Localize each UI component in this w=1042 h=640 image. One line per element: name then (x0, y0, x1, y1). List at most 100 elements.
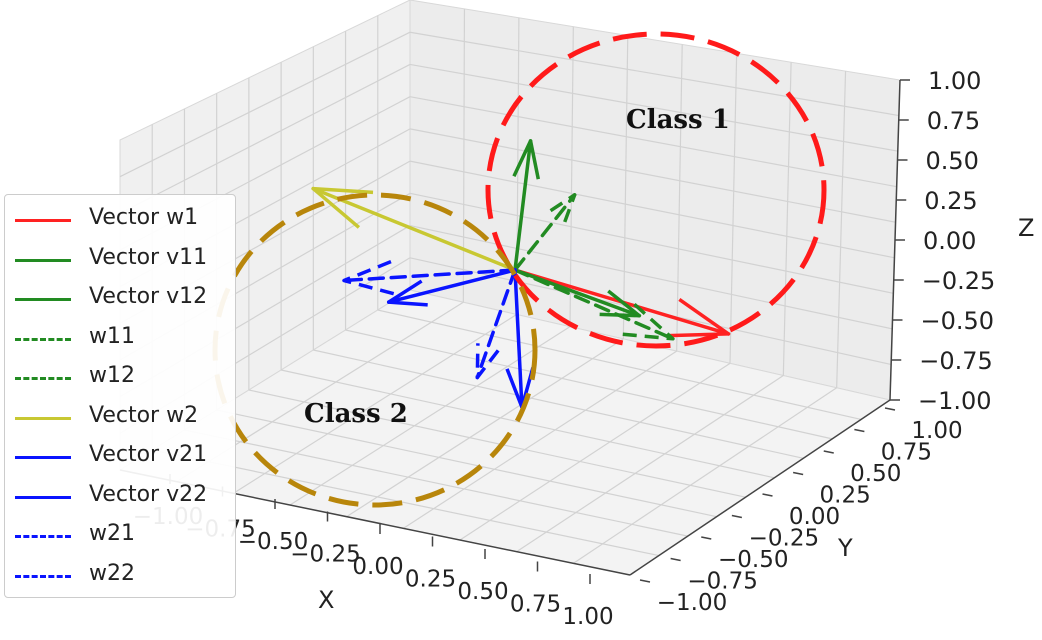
grid-line (233, 313, 517, 494)
legend-swatch (15, 456, 71, 459)
grid-line (216, 409, 717, 518)
grid-line (676, 44, 683, 352)
vector-vector-v22 (513, 268, 524, 410)
y-tick (823, 450, 834, 454)
legend-swatch (15, 258, 71, 262)
grid-line (836, 71, 847, 388)
y-tick-label: −0.50 (718, 547, 788, 573)
legend-item: Vector w1 (5, 201, 237, 239)
grid-line (459, 362, 731, 541)
legend-swatch (15, 535, 71, 538)
y-tick (670, 557, 681, 562)
grid-line (729, 53, 738, 364)
legend-item: w22 (5, 557, 237, 595)
z-tick-label: 1.00 (928, 67, 981, 95)
grid-line (345, 329, 833, 440)
legend-label: w12 (89, 363, 135, 388)
y-tick-label: 0.75 (881, 440, 932, 466)
x-tick-label: 1.00 (562, 604, 613, 630)
x-tick-label: 0.50 (457, 579, 508, 605)
legend-swatch (15, 416, 71, 420)
z-tick-label: 0.00 (923, 227, 976, 255)
y-tick (884, 407, 896, 411)
x-axis-label: X (318, 586, 334, 614)
vector-vector-v11 (513, 139, 533, 272)
legend-label: Vector w2 (89, 402, 199, 428)
x-tick-label: −0.25 (290, 542, 360, 568)
vector-arrowhead (342, 259, 395, 296)
class-1-label: Class 1 (626, 105, 730, 135)
y-tick (639, 579, 651, 583)
y-tick-label: −1.00 (657, 590, 727, 616)
legend-swatch (15, 219, 71, 222)
x-tick-label: 0.75 (510, 592, 561, 618)
vector-arrowhead (668, 298, 731, 338)
grid-line (782, 62, 792, 376)
grid-line (409, 96, 897, 188)
legend-item: w21 (5, 517, 237, 555)
grid-line (184, 429, 688, 537)
vector-arrowhead (549, 193, 577, 223)
grid-line (409, 224, 893, 330)
grid-line (573, 387, 837, 564)
z-tick-label: −0.50 (921, 307, 995, 335)
legend-item: Vector v11 (5, 241, 237, 279)
legend-label: Vector v22 (89, 481, 208, 507)
grid-line (403, 350, 677, 529)
vector-arrowhead (621, 303, 675, 341)
legend-swatch (15, 337, 71, 341)
vector-vector-w2 (311, 186, 517, 272)
vector-vector-v21 (386, 268, 517, 304)
grid-line (377, 309, 862, 421)
x-tick-label: 0.00 (352, 554, 403, 580)
grid-line (462, 8, 466, 303)
z-tick-label: −1.00 (918, 387, 992, 415)
vector-arrowhead (599, 289, 642, 318)
axis-ticks: −1.00−0.75−0.50−0.250.000.250.500.751.00… (133, 67, 996, 630)
y-tick (792, 471, 804, 476)
grid-line (516, 375, 784, 553)
grid-line (409, 128, 896, 223)
y-tick-label: −0.25 (749, 526, 819, 552)
z-tick-label: −0.75 (919, 347, 993, 375)
z-axis-label: Z (1018, 214, 1034, 242)
vector-w12 (513, 268, 675, 341)
legend-swatch (15, 495, 71, 499)
legend-label: Vector v11 (89, 244, 208, 270)
vector-w22 (475, 268, 517, 380)
grid-line (289, 326, 571, 506)
legend-item: w11 (5, 320, 237, 358)
legend-label: w11 (89, 323, 135, 349)
y-tick (701, 536, 712, 540)
vector-series (311, 139, 731, 410)
x-tick-label: 0.25 (405, 567, 456, 593)
legend: Vector w1 Vector v11 Vector v12 w11 w12 Vecto… (4, 194, 236, 598)
y-axis-label: Y (837, 534, 853, 562)
z-tick-label: 0.75 (927, 107, 980, 135)
y-tick (854, 428, 865, 433)
z-tick-label: 0.25 (924, 187, 977, 215)
grid-line (119, 63, 411, 214)
legend-label: w21 (89, 521, 135, 546)
grid-line (313, 349, 804, 459)
legend-label: Vector v21 (89, 442, 208, 467)
grid-line (409, 31, 899, 117)
grid-line (622, 35, 629, 339)
y-tick (731, 514, 743, 519)
x-tick-label: −0.50 (238, 529, 308, 555)
grid-line (280, 369, 775, 479)
legend-item: Vector v12 (5, 280, 237, 318)
y-tick-label: 1.00 (911, 418, 962, 444)
grid-line (569, 26, 574, 327)
y-tick (762, 493, 773, 497)
legend-item: Vector w2 (5, 399, 237, 437)
z-tick-label: 0.50 (926, 147, 979, 175)
class-2-label: Class 2 (304, 399, 408, 429)
grid-line (119, 31, 411, 178)
y-tick-label: 0.50 (850, 461, 901, 487)
legend-label: Vector w1 (89, 205, 199, 230)
vector-arrowhead (512, 139, 541, 180)
grid-line (346, 338, 624, 518)
class-1-circle (485, 31, 827, 349)
legend-swatch (15, 377, 71, 380)
